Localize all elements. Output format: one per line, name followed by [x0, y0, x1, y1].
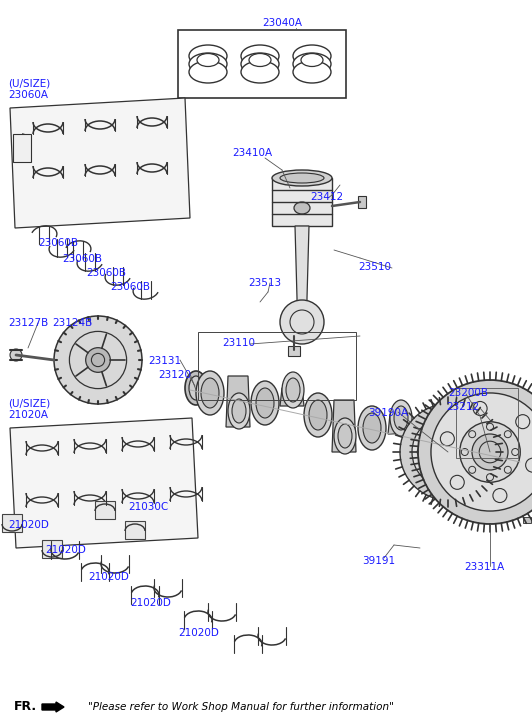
Circle shape [472, 434, 508, 470]
Ellipse shape [338, 424, 352, 448]
Text: 23127B: 23127B [8, 318, 48, 328]
Ellipse shape [293, 61, 331, 83]
Circle shape [400, 404, 496, 500]
Text: 23040A: 23040A [262, 18, 302, 28]
Polygon shape [10, 98, 190, 228]
Polygon shape [295, 226, 309, 318]
Ellipse shape [363, 413, 381, 443]
Ellipse shape [232, 399, 246, 423]
Circle shape [54, 316, 142, 404]
Ellipse shape [241, 53, 279, 75]
Bar [178, 30, 346, 98]
Text: 23124B: 23124B [52, 318, 92, 328]
Bar [358, 196, 366, 208]
Text: 23120: 23120 [158, 370, 191, 380]
Text: 23513: 23513 [248, 278, 281, 288]
Bar [42, 540, 62, 558]
Ellipse shape [358, 406, 386, 450]
Text: 23510: 23510 [358, 262, 391, 272]
Bar [95, 501, 115, 519]
Text: 21020D: 21020D [178, 628, 219, 638]
Circle shape [412, 416, 484, 488]
Circle shape [418, 380, 532, 524]
Text: 23131: 23131 [148, 356, 181, 366]
Polygon shape [226, 376, 250, 427]
Text: 23060B: 23060B [86, 268, 126, 278]
Circle shape [10, 349, 22, 361]
Ellipse shape [272, 170, 332, 186]
Bar [125, 521, 145, 539]
Ellipse shape [251, 381, 279, 425]
Text: 23060B: 23060B [62, 254, 102, 264]
Text: 39190A: 39190A [368, 408, 408, 418]
Ellipse shape [309, 400, 327, 430]
Ellipse shape [419, 427, 437, 457]
Circle shape [86, 348, 110, 372]
Ellipse shape [282, 372, 304, 408]
Ellipse shape [189, 53, 227, 75]
Ellipse shape [301, 54, 323, 66]
Ellipse shape [286, 378, 300, 402]
Polygon shape [10, 418, 198, 548]
Ellipse shape [201, 378, 219, 408]
Bar [288, 346, 300, 356]
Ellipse shape [414, 420, 442, 464]
Circle shape [431, 435, 465, 469]
Text: 21030C: 21030C [128, 502, 168, 512]
Text: 23410A: 23410A [232, 148, 272, 158]
Polygon shape [280, 388, 304, 406]
Ellipse shape [256, 388, 274, 418]
Ellipse shape [197, 54, 219, 66]
Text: 21020D: 21020D [88, 572, 129, 582]
Text: 23212: 23212 [446, 402, 479, 412]
Text: 39191: 39191 [362, 556, 395, 566]
Bar [523, 517, 531, 523]
Ellipse shape [394, 406, 408, 430]
Text: FR.: FR. [14, 701, 37, 713]
Ellipse shape [294, 202, 310, 214]
Circle shape [460, 422, 520, 482]
Text: (U/SIZE): (U/SIZE) [8, 398, 50, 408]
Text: 21020D: 21020D [130, 598, 171, 608]
Ellipse shape [280, 173, 324, 183]
Ellipse shape [185, 371, 207, 405]
Ellipse shape [241, 45, 279, 67]
Ellipse shape [334, 418, 356, 454]
Ellipse shape [249, 54, 271, 66]
Polygon shape [332, 400, 356, 452]
Text: 23412: 23412 [310, 192, 343, 202]
Text: 23200B: 23200B [448, 388, 488, 398]
FancyArrow shape [42, 702, 64, 712]
Ellipse shape [189, 45, 227, 67]
Text: "Please refer to Work Shop Manual for further information": "Please refer to Work Shop Manual for fu… [88, 702, 394, 712]
Ellipse shape [196, 371, 224, 415]
Text: 23060B: 23060B [110, 282, 150, 292]
Ellipse shape [228, 393, 250, 429]
Bar [272, 178, 332, 226]
Circle shape [431, 393, 532, 511]
Text: 21020D: 21020D [45, 545, 86, 555]
Text: 21020A: 21020A [8, 410, 48, 420]
Ellipse shape [189, 376, 203, 400]
Circle shape [280, 300, 324, 344]
Ellipse shape [241, 61, 279, 83]
Bar [2, 514, 22, 532]
Text: 23060A: 23060A [8, 90, 48, 100]
Text: (U/SIZE): (U/SIZE) [8, 78, 50, 88]
Ellipse shape [304, 393, 332, 437]
Text: 21020D: 21020D [8, 520, 49, 530]
Ellipse shape [293, 53, 331, 75]
Bar [198, 332, 356, 400]
Bar [456, 388, 518, 458]
Text: 23311A: 23311A [464, 562, 504, 572]
Ellipse shape [293, 45, 331, 67]
Polygon shape [388, 414, 412, 434]
Bar [13, 134, 31, 162]
Ellipse shape [189, 61, 227, 83]
Text: 23060B: 23060B [38, 238, 78, 248]
Text: 23110: 23110 [222, 338, 255, 348]
Ellipse shape [390, 400, 412, 436]
